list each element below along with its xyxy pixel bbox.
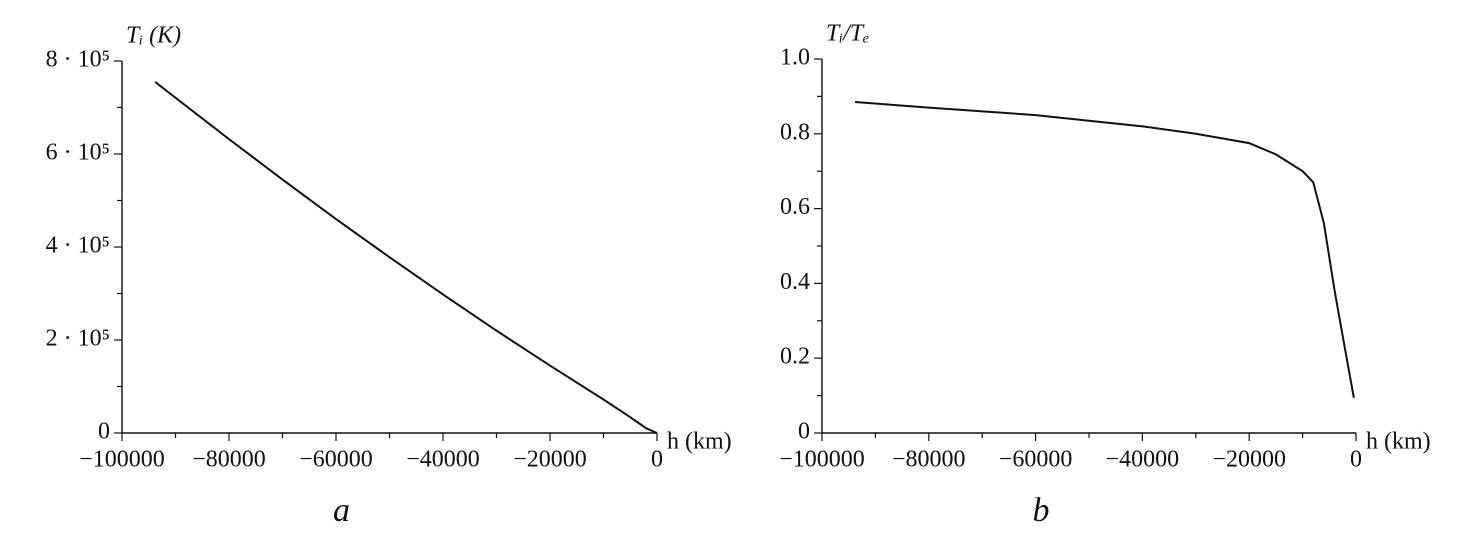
y-tick-label: 4 · 10⁵ [46, 233, 110, 259]
x-tick-label: −40000 [1106, 447, 1180, 473]
y-tick-label: 0.6 [780, 194, 810, 220]
x-tick-label: 0 [651, 447, 663, 473]
y-axis-label: Tᵢ/Tₑ [826, 21, 869, 47]
y-tick-label: 0 [98, 419, 110, 445]
x-tick-label: −100000 [779, 447, 865, 473]
x-axis-label: h (km) [667, 429, 732, 455]
x-tick-label: −80000 [892, 447, 966, 473]
y-tick-label: 2 · 10⁵ [46, 326, 110, 352]
y-tick-label: 8 · 10⁵ [46, 47, 110, 73]
y-axis-label: Tᵢ (K) [126, 23, 181, 49]
y-tick-label: 0.2 [780, 344, 810, 370]
y-tick-label: 0 [798, 419, 810, 445]
curve [154, 81, 658, 434]
x-axis-label: h (km) [1366, 429, 1431, 455]
x-tick-label: −40000 [406, 447, 480, 473]
y-tick-label: 0.4 [780, 269, 810, 295]
x-tick-label: −60000 [999, 447, 1073, 473]
panel-caption: b [1033, 492, 1050, 529]
y-tick-label: 1.0 [780, 45, 810, 71]
panel-caption: a [333, 492, 350, 529]
x-tick-label: −20000 [513, 447, 587, 473]
x-tick-label: −60000 [299, 447, 373, 473]
y-tick-label: 6 · 10⁵ [46, 140, 110, 166]
x-tick-label: −100000 [79, 447, 165, 473]
x-tick-label: −20000 [1212, 447, 1286, 473]
y-tick-label: 0.8 [780, 119, 810, 145]
x-tick-label: 0 [1350, 447, 1362, 473]
x-tick-label: −80000 [192, 447, 266, 473]
curve [855, 101, 1355, 399]
